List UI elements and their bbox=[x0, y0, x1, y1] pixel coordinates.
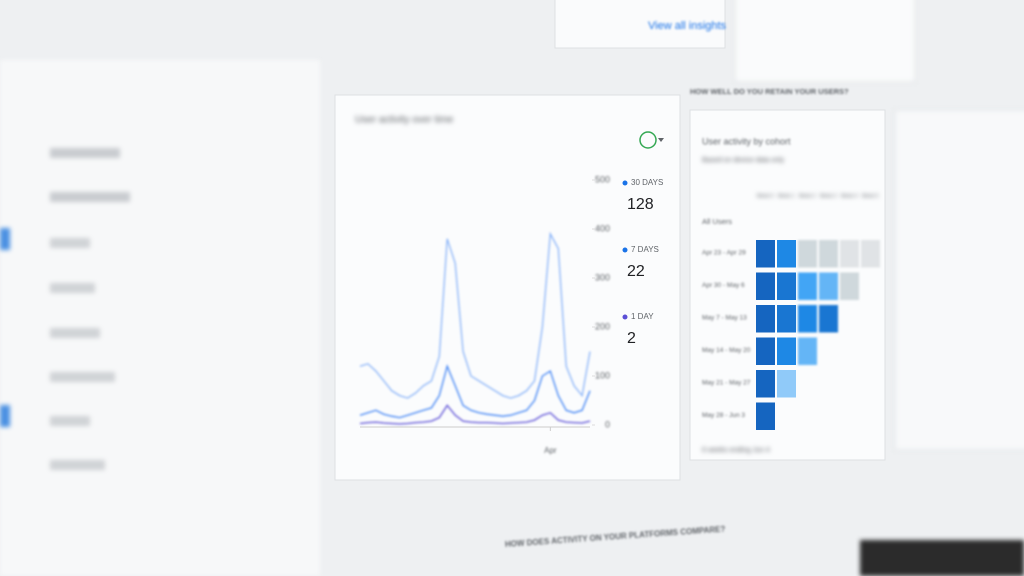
sidebar-panel bbox=[0, 60, 320, 576]
legend-label: 1 DAY bbox=[631, 312, 654, 321]
screen-edge bbox=[860, 540, 1024, 576]
series-line bbox=[359, 404, 591, 425]
chart-title: User activity over time bbox=[355, 115, 454, 126]
placeholder bbox=[50, 283, 95, 293]
column-header: Week 2 bbox=[799, 193, 816, 199]
row-label: Apr 30 - May 6 bbox=[702, 282, 745, 289]
cohort-cell bbox=[798, 337, 817, 365]
y-tick-label: 100 bbox=[595, 370, 610, 380]
chart-card bbox=[334, 94, 681, 481]
legend-dot bbox=[622, 247, 628, 253]
legend-total: 22 bbox=[627, 263, 645, 280]
legend-label: 30 DAYS bbox=[631, 178, 663, 187]
cohort-cell bbox=[777, 240, 796, 268]
row-label: May 14 - May 20 bbox=[702, 347, 751, 354]
row-label: May 21 - May 27 bbox=[702, 380, 751, 387]
y-tick-label: 500 bbox=[595, 174, 610, 184]
cohort-cell bbox=[840, 240, 859, 268]
insights-link[interactable]: View all insights bbox=[648, 20, 727, 32]
row-label: All Users bbox=[702, 217, 732, 226]
sidebar bbox=[0, 60, 320, 576]
section-heading: HOW WELL DO YOU RETAIN YOUR USERS? bbox=[690, 87, 849, 96]
top-card bbox=[734, 0, 916, 83]
check-icon[interactable] bbox=[639, 131, 657, 149]
cohort-cell bbox=[756, 402, 775, 430]
legend-total: 2 bbox=[627, 330, 636, 347]
card-subtitle: Based on device data only bbox=[702, 157, 785, 164]
cohort-cell bbox=[756, 240, 775, 268]
cohort-cell bbox=[819, 305, 838, 333]
row-label: May 7 - May 13 bbox=[702, 315, 747, 322]
column-header: Week 0 bbox=[757, 193, 774, 199]
card-footer: 6 weeks ending Jun 4 bbox=[702, 447, 770, 454]
cohort-cell bbox=[798, 240, 817, 268]
cohort-cell bbox=[756, 272, 775, 300]
y-tick-label: 300 bbox=[595, 272, 610, 282]
cohort-cell bbox=[819, 240, 838, 268]
cohort-cell bbox=[777, 370, 796, 398]
cohort-cell bbox=[756, 337, 775, 365]
placeholder bbox=[50, 416, 90, 426]
series-line bbox=[359, 364, 591, 419]
y-tick-label: 400 bbox=[595, 223, 610, 233]
cohort-cell bbox=[819, 272, 838, 300]
column-header: Week 5 bbox=[862, 193, 879, 199]
indicator bbox=[0, 405, 10, 427]
cohort-cell bbox=[777, 337, 796, 365]
indicator bbox=[0, 228, 10, 250]
cohort-cell bbox=[777, 305, 796, 333]
placeholder bbox=[50, 192, 130, 202]
cohort-table: Week 0 Week 1 Week 2 Week 3 Week 4 Week 5 Apr … bbox=[702, 193, 880, 430]
insights-card bbox=[554, 0, 726, 49]
legend-label: 7 DAYS bbox=[631, 245, 659, 254]
cohort-cell bbox=[840, 272, 859, 300]
card-title: User activity by cohort bbox=[702, 136, 791, 146]
placeholder bbox=[50, 460, 105, 470]
placeholder bbox=[50, 238, 90, 248]
cohort-cell bbox=[861, 240, 880, 268]
series-line bbox=[359, 231, 591, 399]
legend-total: 128 bbox=[627, 196, 654, 213]
y-tick-label: 200 bbox=[595, 321, 610, 331]
cohort-cell bbox=[756, 370, 775, 398]
side-card bbox=[894, 109, 1024, 451]
column-header: Week 1 bbox=[778, 193, 795, 199]
dropdown-icon[interactable] bbox=[658, 138, 664, 142]
column-header: Week 4 bbox=[841, 193, 858, 199]
row-label: Apr 23 - Apr 29 bbox=[702, 250, 746, 257]
x-tick-label: Apr bbox=[544, 446, 557, 455]
column-header: Week 3 bbox=[820, 193, 837, 199]
placeholder bbox=[50, 148, 120, 158]
section-heading: HOW DOES ACTIVITY ON YOUR PLATFORMS COMP… bbox=[505, 525, 726, 549]
line-chart: 0 100 200 300 400 500 Apr 30 DAYS 128 7 DAYS 22 1 D… bbox=[359, 174, 663, 455]
cohort-cell bbox=[756, 305, 775, 333]
legend-dot bbox=[622, 180, 628, 186]
cohort-cell bbox=[798, 272, 817, 300]
y-tick-label: 0 bbox=[605, 419, 610, 429]
cohort-cell bbox=[798, 305, 817, 333]
cohort-cell bbox=[777, 272, 796, 300]
legend-dot bbox=[622, 314, 628, 320]
placeholder bbox=[50, 328, 100, 338]
row-label: May 28 - Jun 3 bbox=[702, 412, 745, 419]
placeholder bbox=[50, 372, 115, 382]
